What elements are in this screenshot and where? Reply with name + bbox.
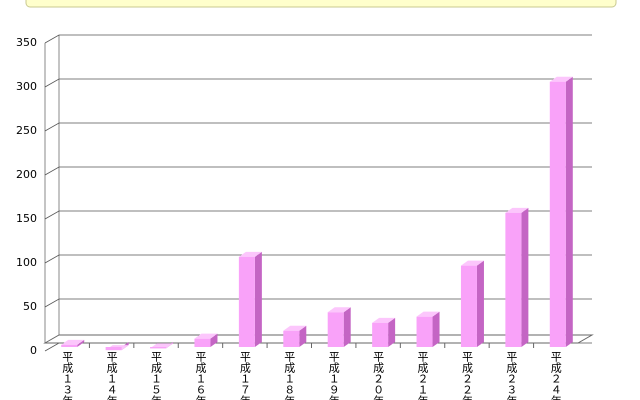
bar bbox=[194, 333, 218, 347]
grid-line bbox=[44, 78, 592, 88]
y-tick-label: 350 bbox=[16, 36, 37, 49]
grid-line bbox=[44, 298, 592, 308]
bar-face bbox=[150, 347, 167, 349]
bar bbox=[238, 251, 262, 347]
bar-face bbox=[521, 207, 529, 347]
y-tick-label: 150 bbox=[16, 212, 37, 225]
bar bbox=[460, 260, 484, 347]
grid-line bbox=[44, 34, 592, 44]
bar-face bbox=[283, 325, 307, 331]
bar-face bbox=[416, 311, 440, 317]
bar-face bbox=[299, 325, 307, 347]
bar bbox=[327, 307, 351, 347]
x-tick-label: 平成２２年 bbox=[460, 351, 473, 400]
bar-face bbox=[105, 347, 122, 351]
y-tick-label: 300 bbox=[16, 80, 37, 93]
bar-face bbox=[327, 312, 344, 347]
bar-face bbox=[432, 311, 440, 347]
bar bbox=[105, 342, 129, 351]
x-tick-label: 平成１８年 bbox=[283, 351, 296, 400]
bar-face bbox=[372, 322, 389, 347]
bar-face bbox=[283, 330, 300, 347]
bar bbox=[416, 311, 440, 347]
x-tick-label: 平成１９年 bbox=[327, 351, 340, 400]
bar-face bbox=[460, 260, 484, 266]
grid-line bbox=[44, 254, 592, 264]
bar-face bbox=[77, 339, 85, 347]
x-tick-label: 平成２４年 bbox=[549, 351, 562, 400]
bar-face bbox=[549, 76, 573, 82]
bar-face bbox=[61, 339, 85, 345]
bar-face bbox=[210, 333, 218, 347]
bar-face bbox=[388, 317, 396, 347]
bar-face bbox=[238, 256, 255, 347]
bar bbox=[283, 325, 307, 347]
bar-face bbox=[372, 317, 396, 323]
y-tick-label: 0 bbox=[30, 344, 37, 357]
x-tick-label: 平成１３年 bbox=[61, 351, 74, 400]
bar bbox=[372, 317, 396, 347]
y-tick-label: 250 bbox=[16, 124, 37, 137]
header-box bbox=[25, 0, 617, 8]
grid-line bbox=[44, 166, 592, 176]
bar-face bbox=[194, 333, 218, 339]
x-tick-label: 平成２１年 bbox=[416, 351, 429, 400]
bar-face bbox=[238, 251, 262, 257]
bar-face bbox=[254, 251, 262, 347]
bar-face bbox=[327, 307, 351, 313]
bar-face bbox=[460, 265, 477, 347]
bar bbox=[549, 76, 573, 347]
bar bbox=[61, 339, 85, 347]
y-tick-label: 100 bbox=[16, 256, 37, 269]
bar-face bbox=[505, 212, 522, 347]
x-tick-label: 平成１７年 bbox=[238, 351, 251, 400]
y-tick-label: 200 bbox=[16, 168, 37, 181]
x-tick-label: 平成２３年 bbox=[505, 351, 518, 400]
x-tick-label: 平成１４年 bbox=[105, 351, 118, 400]
bar-face bbox=[343, 307, 351, 347]
x-tick-label: 平成２０年 bbox=[372, 351, 385, 400]
grid-line bbox=[44, 122, 592, 132]
bar-face bbox=[476, 260, 484, 347]
bar-face bbox=[505, 207, 529, 213]
bar-face bbox=[549, 81, 566, 347]
x-tick-label: 平成１５年 bbox=[150, 351, 163, 400]
y-tick-label: 50 bbox=[23, 300, 37, 313]
bar-face bbox=[61, 344, 78, 347]
grid-line bbox=[44, 210, 592, 220]
bar bbox=[150, 342, 174, 349]
bar-face bbox=[194, 338, 211, 347]
bar bbox=[505, 207, 529, 347]
bar-face bbox=[565, 76, 573, 347]
bar-face bbox=[416, 316, 433, 347]
x-tick-label: 平成１６年 bbox=[194, 351, 207, 400]
